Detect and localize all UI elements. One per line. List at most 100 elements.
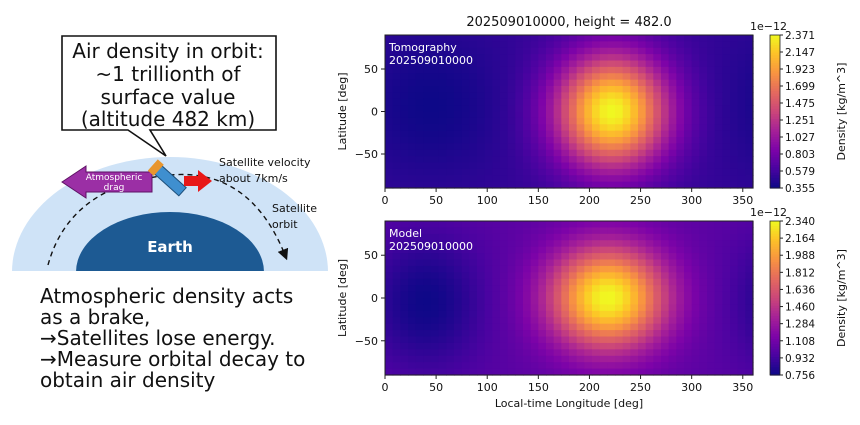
heatmap-cell bbox=[599, 60, 608, 68]
heatmap-cell bbox=[630, 362, 639, 370]
heatmap-cell bbox=[745, 41, 754, 49]
heatmap-cell bbox=[561, 111, 570, 119]
heatmap-cell bbox=[745, 105, 754, 113]
heatmap-cell bbox=[400, 246, 409, 254]
heatmap-cell bbox=[385, 35, 394, 42]
heatmap-cell bbox=[500, 181, 509, 189]
heatmap-cell bbox=[684, 291, 693, 299]
colorbar-segment bbox=[770, 354, 780, 358]
heatmap-cell bbox=[745, 298, 754, 306]
heatmap-cell bbox=[500, 60, 509, 68]
heatmap-cell bbox=[484, 86, 493, 93]
heatmap-cell bbox=[408, 233, 417, 241]
heatmap-cell bbox=[523, 92, 532, 100]
heatmap-cell bbox=[630, 291, 639, 299]
heatmap-cell bbox=[415, 362, 424, 370]
heatmap-cell bbox=[454, 111, 463, 119]
colorbar-segment bbox=[770, 346, 780, 350]
heatmap-cell bbox=[699, 175, 708, 183]
heatmap-cell bbox=[500, 342, 509, 350]
heatmap-cell bbox=[707, 323, 716, 331]
heatmap-panel: 202509010000, height = 482.0 Tomography 20… bbox=[335, 0, 860, 421]
heatmap-cell bbox=[645, 240, 654, 248]
heatmap-cell bbox=[423, 124, 432, 132]
heatmap-cell bbox=[415, 259, 424, 267]
heatmap-cell bbox=[569, 143, 578, 151]
colorbar-segment bbox=[770, 83, 780, 87]
heatmap-cell bbox=[584, 98, 593, 106]
heatmap-cell bbox=[408, 162, 417, 170]
heatmap-cell bbox=[630, 265, 639, 273]
heatmap-cell bbox=[707, 162, 716, 170]
heatmap-cell bbox=[576, 349, 585, 357]
heatmap-cell bbox=[615, 105, 624, 113]
heatmap-cell bbox=[454, 86, 463, 93]
heatmap-cell bbox=[385, 253, 394, 261]
heatmap-cell bbox=[515, 298, 524, 306]
colorbar-segment bbox=[770, 68, 780, 72]
heatmap-cell bbox=[592, 41, 601, 49]
heatmap-cell bbox=[730, 265, 739, 273]
heatmap-cell bbox=[576, 323, 585, 331]
heatmap-cell bbox=[599, 336, 608, 344]
heatmap-cell bbox=[707, 227, 716, 235]
heatmap-cell bbox=[484, 278, 493, 286]
heatmap-cell bbox=[530, 130, 539, 138]
heatmap-cell bbox=[569, 92, 578, 100]
heatmap-cell bbox=[561, 317, 570, 325]
heatmap-cell bbox=[492, 92, 501, 100]
heatmap-cell bbox=[668, 298, 677, 306]
heatmap-cell bbox=[722, 168, 731, 176]
heatmap-cell bbox=[408, 240, 417, 248]
heatmap-cell bbox=[607, 73, 616, 81]
heatmap-cell bbox=[408, 105, 417, 113]
heatmap-cell bbox=[553, 143, 562, 151]
heatmap-cell bbox=[714, 291, 723, 299]
colorbar-tick-label: 1.460 bbox=[785, 302, 815, 314]
heatmap-cell bbox=[576, 304, 585, 312]
heatmap-cell bbox=[385, 175, 394, 183]
heatmap-cell bbox=[707, 272, 716, 280]
heatmap-cell bbox=[385, 92, 394, 100]
heatmap-cell bbox=[599, 130, 608, 138]
heatmap-cell bbox=[576, 175, 585, 183]
heatmap-cell bbox=[584, 66, 593, 74]
heatmap-cell bbox=[507, 98, 516, 106]
heatmap-cell bbox=[415, 181, 424, 189]
heatmap-cell bbox=[638, 310, 647, 318]
heatmap-cell bbox=[707, 41, 716, 49]
heatmap-cell bbox=[446, 137, 455, 144]
heatmap-cell bbox=[699, 86, 708, 93]
inset-label-line: Model bbox=[389, 227, 422, 240]
heatmap-cell bbox=[538, 285, 547, 293]
heatmap-cell bbox=[454, 233, 463, 241]
heatmap-cell bbox=[661, 336, 670, 344]
heatmap-cell bbox=[523, 317, 532, 325]
heatmap-cell bbox=[576, 162, 585, 170]
colorbar-segment bbox=[770, 65, 780, 69]
heatmap-cell bbox=[538, 130, 547, 138]
heatmap-cell bbox=[638, 259, 647, 267]
inset-label-line: 202509010000 bbox=[389, 54, 473, 67]
heatmap-cell bbox=[607, 79, 616, 87]
heatmap-cell bbox=[638, 162, 647, 170]
heatmap-cell bbox=[484, 73, 493, 81]
heatmap-cell bbox=[576, 41, 585, 49]
heatmap-cell bbox=[408, 298, 417, 306]
heatmap-cell bbox=[584, 342, 593, 350]
heatmap-cell bbox=[576, 221, 585, 229]
colorbar-segment bbox=[770, 131, 780, 136]
heatmap-cell bbox=[691, 66, 700, 74]
heatmap-cell bbox=[730, 317, 739, 325]
heatmap-cell bbox=[507, 168, 516, 176]
heatmap-cell bbox=[607, 156, 616, 164]
heatmap-cell bbox=[691, 323, 700, 331]
heatmap-cell bbox=[737, 265, 746, 273]
heatmap-cell bbox=[576, 92, 585, 100]
heatmap-cell bbox=[645, 60, 654, 68]
heatmap-cell bbox=[469, 54, 478, 62]
heatmap-cell bbox=[599, 79, 608, 87]
heatmap-cell bbox=[423, 278, 432, 286]
heatmap-cell bbox=[530, 233, 539, 241]
heatmap-cell bbox=[538, 304, 547, 312]
